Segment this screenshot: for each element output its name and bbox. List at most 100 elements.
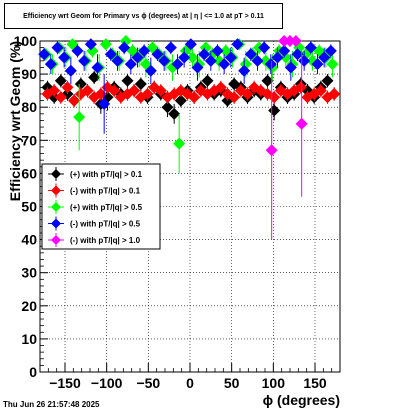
data-point — [324, 44, 337, 57]
data-point — [73, 111, 86, 124]
data-point — [61, 81, 74, 94]
x-axis-label: ϕ (degrees) — [263, 392, 340, 408]
data-point — [108, 84, 121, 97]
data-point — [104, 48, 117, 61]
y-tick-label: 40 — [21, 232, 37, 248]
data-point — [99, 38, 112, 51]
x-tick-label: −150 — [49, 375, 81, 391]
data-point — [311, 58, 324, 71]
data-point — [218, 58, 231, 71]
data-point — [154, 84, 167, 97]
legend-entry-label: (-) with pT/|q| > 1.0 — [70, 236, 141, 245]
data-point — [264, 58, 277, 71]
data-point — [54, 74, 67, 87]
y-tick-label: 50 — [21, 199, 37, 215]
data-point — [131, 51, 144, 64]
data-point — [38, 48, 51, 61]
data-point — [251, 54, 264, 67]
data-point — [71, 44, 84, 57]
data-point — [294, 81, 307, 94]
x-tick-label: 100 — [262, 375, 286, 391]
legend-entry-label: (+) with pT/|q| > 0.5 — [70, 203, 143, 212]
data-point — [198, 48, 211, 61]
legend-marker — [51, 235, 61, 245]
data-point — [214, 81, 227, 94]
series-4 — [38, 38, 337, 134]
data-point — [289, 35, 302, 47]
data-point — [238, 64, 251, 77]
data-point — [271, 51, 284, 64]
data-point — [258, 41, 271, 54]
x-tick-label: 150 — [303, 375, 327, 391]
data-point — [304, 41, 317, 54]
data-point — [188, 91, 201, 104]
data-point — [64, 64, 77, 77]
data-point — [48, 84, 61, 97]
data-point — [224, 51, 237, 64]
data-point — [201, 74, 214, 87]
data-point — [44, 58, 57, 71]
data-point — [173, 137, 186, 150]
series-5 — [265, 35, 308, 240]
x-tick-label: −50 — [136, 375, 160, 391]
y-tick-label: 30 — [21, 265, 37, 281]
data-point — [231, 38, 244, 51]
data-point — [54, 91, 67, 104]
y-tick-label: 90 — [21, 66, 37, 82]
axis-ticks: 0 10 20 30 40 50 60 70 80 90 100 −150 −100 −50 0 50 100 1… — [14, 33, 341, 391]
data-point — [74, 78, 87, 91]
data-point — [211, 44, 224, 57]
data-point — [174, 94, 187, 107]
data-point — [68, 94, 81, 107]
data-point — [144, 64, 157, 77]
legend-marker — [51, 218, 61, 229]
legend-marker — [51, 202, 61, 212]
data-point — [124, 58, 137, 71]
data-point — [151, 48, 164, 61]
data-points — [38, 35, 341, 240]
data-point — [291, 48, 304, 61]
data-point — [268, 104, 281, 117]
y-axis-label: Efficiency wrt Geom (%) — [7, 41, 23, 201]
data-point — [228, 91, 241, 104]
data-point — [184, 38, 197, 51]
data-point — [81, 84, 94, 97]
y-tick-label: 100 — [14, 33, 38, 49]
data-point — [111, 54, 124, 67]
data-point — [171, 58, 184, 71]
legend-entry-label: (-) with pT/|q| > 0.1 — [70, 187, 141, 196]
legend-entry-label: (+) with pT/|q| > 0.1 — [70, 170, 143, 179]
legend: (+) with pT/|q| > 0.1 (-) with pT/|q| > 0… — [41, 163, 161, 250]
data-point — [91, 61, 104, 74]
data-point — [164, 41, 177, 54]
data-point — [186, 51, 199, 64]
y-tick-label: 70 — [21, 132, 37, 148]
data-point — [326, 58, 339, 71]
data-point — [261, 74, 274, 87]
data-point — [321, 74, 334, 87]
data-point — [121, 74, 134, 87]
data-point — [295, 117, 308, 130]
x-tick-label: 50 — [224, 375, 240, 391]
data-point — [328, 87, 341, 100]
y-tick-label: 60 — [21, 165, 37, 181]
data-point — [78, 54, 91, 67]
date-stamp: Thu Jun 26 21:57:48 2025 — [3, 400, 100, 409]
data-point — [98, 97, 111, 110]
data-point — [118, 41, 131, 54]
data-point — [318, 51, 331, 64]
data-point — [141, 87, 154, 100]
x-tick-label: −100 — [91, 375, 123, 391]
legend-marker — [51, 185, 61, 196]
data-point — [284, 61, 297, 74]
y-tick-label: 10 — [21, 331, 37, 347]
data-point — [134, 78, 147, 91]
data-point — [128, 84, 141, 97]
data-point — [51, 41, 64, 54]
chart-title: Efficiency wrt Geom for Primary vs ϕ (de… — [4, 3, 283, 29]
data-point — [138, 44, 151, 57]
data-point — [265, 144, 278, 157]
data-point — [158, 54, 171, 67]
data-point — [191, 61, 204, 74]
